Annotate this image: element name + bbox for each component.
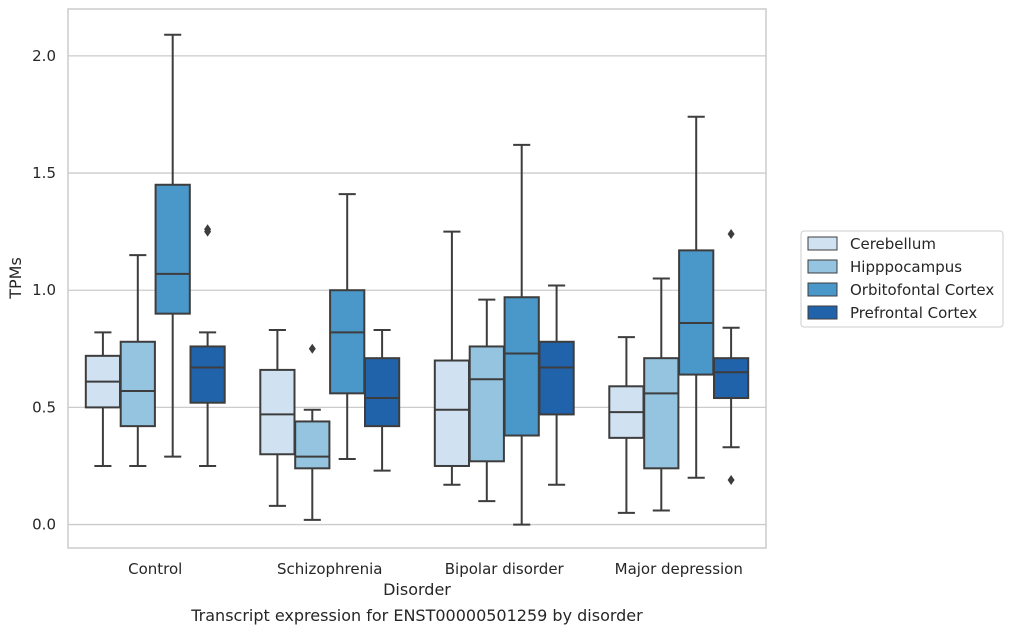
legend-swatch	[807, 282, 838, 297]
box-prefrontal-cortex	[538, 284, 575, 486]
legend-swatch	[807, 236, 838, 251]
y-tick-label: 0.5	[32, 398, 56, 416]
box-hipppocampus	[468, 298, 505, 503]
box-body	[154, 183, 191, 315]
box-body	[294, 420, 331, 470]
y-tick-label: 1.5	[32, 164, 56, 182]
legend-swatch	[807, 305, 838, 320]
box-cerebellum	[84, 331, 122, 467]
x-tick-label: Bipolar disorder	[445, 560, 565, 578]
y-tick-label: 2.0	[32, 47, 56, 65]
box-body	[363, 357, 401, 428]
legend-label: Prefrontal Cortex	[850, 304, 977, 322]
y-tick-label: 0.0	[32, 516, 56, 534]
box-hipppocampus	[119, 254, 156, 467]
box-body	[119, 340, 156, 428]
box-orbitofontal-cortex	[678, 115, 715, 479]
x-axis-title: Disorder	[383, 580, 451, 599]
legend-label: Orbitofontal Cortex	[850, 281, 994, 299]
box-body	[643, 357, 680, 470]
plot-area-frame	[67, 8, 767, 549]
box-cerebellum	[259, 329, 296, 507]
outlier-point	[308, 343, 316, 354]
box-orbitofontal-cortex	[154, 33, 191, 458]
box-body	[189, 345, 226, 404]
box-cerebellum	[608, 336, 645, 514]
y-tick-label: 1.0	[32, 281, 56, 299]
box-prefrontal-cortex	[189, 224, 226, 467]
y-axis-title: TPMs	[6, 257, 25, 300]
legend-swatch	[807, 259, 838, 274]
x-tick-label: Schizophrenia	[277, 560, 382, 578]
legend-label: Cerebellum	[850, 235, 936, 253]
legend-label: Hipppocampus	[850, 258, 962, 276]
box-orbitofontal-cortex	[329, 193, 366, 460]
x-tick-labels: Control Schizophrenia Bipolar disorder Majo…	[128, 560, 743, 578]
box-orbitofontal-cortex	[503, 143, 540, 526]
box-body	[468, 345, 505, 463]
figure-caption: Transcript expression for ENST0000050125…	[191, 606, 643, 625]
outlier-point	[727, 475, 735, 486]
box-groups	[84, 33, 750, 526]
box-body	[329, 289, 366, 395]
box-hipppocampus	[643, 277, 680, 512]
legend-frame	[800, 230, 1004, 328]
box-body	[433, 359, 471, 467]
box-body	[538, 340, 575, 416]
box-body	[503, 296, 540, 437]
box-cerebellum	[433, 230, 471, 486]
x-tick-label: Major depression	[615, 560, 743, 578]
x-tick-label: Control	[128, 560, 182, 578]
box-body	[678, 249, 715, 376]
box-prefrontal-cortex	[363, 329, 401, 472]
box-hipppocampus	[294, 343, 331, 521]
y-tick-labels: 0.0 0.5 1.0 1.5 2.0	[32, 47, 56, 534]
box-body	[259, 368, 296, 456]
outlier-point	[727, 228, 735, 239]
legend: Cerebellum Hipppocampus Orbitofontal Corte…	[800, 230, 1004, 328]
outlier-point	[204, 224, 212, 235]
box-body	[712, 357, 750, 400]
box-prefrontal-cortex	[712, 228, 750, 486]
